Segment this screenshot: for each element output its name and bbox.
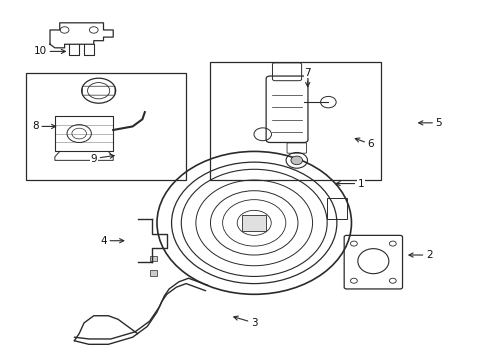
Text: 2: 2: [408, 250, 432, 260]
Text: 10: 10: [34, 46, 65, 57]
FancyBboxPatch shape: [242, 215, 266, 231]
Bar: [210, 62, 380, 180]
Text: 1: 1: [335, 179, 364, 189]
Bar: [149, 270, 157, 276]
Bar: [149, 256, 157, 261]
Text: 7: 7: [304, 68, 310, 87]
Text: 8: 8: [32, 121, 56, 131]
Circle shape: [290, 156, 302, 165]
Text: 4: 4: [100, 236, 123, 246]
Text: 3: 3: [233, 316, 257, 328]
Bar: [55, 116, 113, 152]
Text: 5: 5: [418, 118, 442, 128]
Text: 6: 6: [354, 138, 373, 149]
Text: 9: 9: [90, 154, 114, 163]
Bar: [26, 73, 186, 180]
